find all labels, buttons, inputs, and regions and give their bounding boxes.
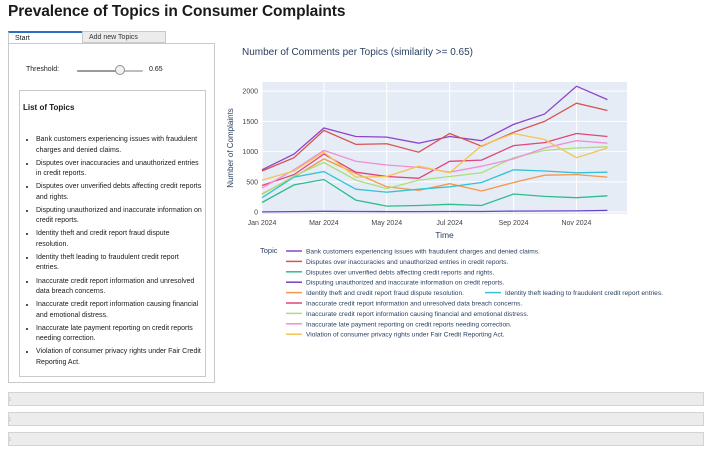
tab-add-new-topics[interactable]: Add new Topics bbox=[82, 31, 166, 43]
topic-list-item: Violation of consumer privacy rights und… bbox=[36, 347, 202, 368]
legend-entry: Violation of consumer privacy rights und… bbox=[306, 332, 505, 339]
y-tick-label: 0 bbox=[254, 210, 258, 217]
legend-entry: Inaccurate late payment reporting on cre… bbox=[306, 321, 512, 328]
series-line-10 bbox=[261, 132, 608, 181]
legend-title: Topic bbox=[260, 246, 278, 255]
series-line-2 bbox=[261, 102, 608, 172]
x-tick-label: Sep 2024 bbox=[499, 220, 529, 227]
topics-heading: List of Topics bbox=[23, 103, 75, 112]
legend-entry: Identity theft leading to fraudulent cre… bbox=[505, 290, 663, 297]
collapsed-accordion-1[interactable]: ⁝ bbox=[8, 392, 704, 406]
threshold-value: 0.65 bbox=[149, 66, 163, 73]
y-tick-label: 1000 bbox=[242, 149, 258, 156]
accordion-grip-icon: ⁝ bbox=[9, 437, 11, 443]
accordion-grip-icon: ⁝ bbox=[9, 397, 11, 403]
topic-list-item: Inaccurate credit report information and… bbox=[36, 277, 202, 298]
legend-entry: Identity theft and credit report fraud d… bbox=[306, 290, 464, 297]
topic-list-item: Inaccurate late payment reporting on cre… bbox=[36, 324, 202, 345]
topic-list-item: Inaccurate credit report information cau… bbox=[36, 300, 202, 321]
topic-list-item: Disputing unauthorized and inaccurate in… bbox=[36, 206, 202, 227]
x-tick-label: Mar 2024 bbox=[309, 220, 339, 227]
x-tick-label: Nov 2024 bbox=[561, 220, 591, 227]
tab-bar: Start Add new Topics bbox=[8, 31, 216, 45]
y-axis-label: Number of Complaints bbox=[226, 108, 235, 188]
series-line-3 bbox=[261, 178, 608, 207]
accordion-grip-icon: ⁝ bbox=[9, 417, 11, 423]
series-line-6 bbox=[261, 169, 608, 199]
threshold-label: Threshold: bbox=[26, 66, 60, 73]
line-chart: Number of Comments per Topics (similarit… bbox=[224, 44, 704, 344]
page-title: Prevalence of Topics in Consumer Complai… bbox=[8, 3, 346, 20]
topics-list: Bank customers experiencing issues with … bbox=[22, 135, 202, 371]
threshold-slider-fill bbox=[77, 70, 120, 72]
x-tick-label: May 2024 bbox=[371, 220, 402, 227]
collapsed-accordion-2[interactable]: ⁝ bbox=[8, 412, 704, 426]
x-tick-label: Jan 2024 bbox=[248, 220, 277, 227]
control-panel: Threshold: 0.65 List of Topics Bank cust… bbox=[8, 43, 215, 383]
topic-list-item: Identity theft and credit report fraud d… bbox=[36, 229, 202, 250]
threshold-slider[interactable] bbox=[77, 70, 143, 72]
x-axis-label: Time bbox=[435, 230, 454, 240]
series-line-4 bbox=[261, 209, 608, 213]
plot-background bbox=[262, 82, 627, 214]
legend-entry: Disputes over inaccuracies and unauthori… bbox=[306, 259, 508, 266]
legend-entry: Inaccurate credit report information and… bbox=[306, 301, 522, 308]
series-line-1 bbox=[261, 85, 608, 171]
chart-title: Number of Comments per Topics (similarit… bbox=[242, 47, 474, 58]
series-line-5 bbox=[261, 158, 608, 195]
y-tick-label: 1500 bbox=[242, 119, 258, 126]
threshold-slider-handle[interactable] bbox=[114, 65, 125, 75]
legend-entry: Disputes over unverified debts affecting… bbox=[306, 269, 494, 276]
topic-list-item: Disputes over inaccuracies and unauthori… bbox=[36, 159, 202, 180]
series-line-8 bbox=[261, 146, 608, 196]
chart-svg: 0 500 1000 1500 2000 Jan 2024 Mar 2024 May 2024… bbox=[226, 82, 663, 339]
topic-list-item: Disputes over unverified debts affecting… bbox=[36, 182, 202, 203]
legend-entry: Inaccurate credit report information cau… bbox=[306, 311, 529, 318]
y-tick-label: 500 bbox=[246, 179, 258, 186]
topic-list-item: Identity theft leading to fraudulent cre… bbox=[36, 253, 202, 274]
y-tick-label: 2000 bbox=[242, 89, 258, 96]
topics-list-panel: List of Topics Bank customers experienci… bbox=[19, 90, 206, 377]
legend-entry: Disputing unauthorized and inaccurate in… bbox=[306, 280, 504, 287]
x-tick-label: Jul 2024 bbox=[436, 220, 463, 227]
topic-list-item: Bank customers experiencing issues with … bbox=[36, 135, 202, 156]
collapsed-accordion-3[interactable]: ⁝ bbox=[8, 432, 704, 446]
legend-entry: Bank customers experiencing issues with … bbox=[306, 249, 540, 256]
